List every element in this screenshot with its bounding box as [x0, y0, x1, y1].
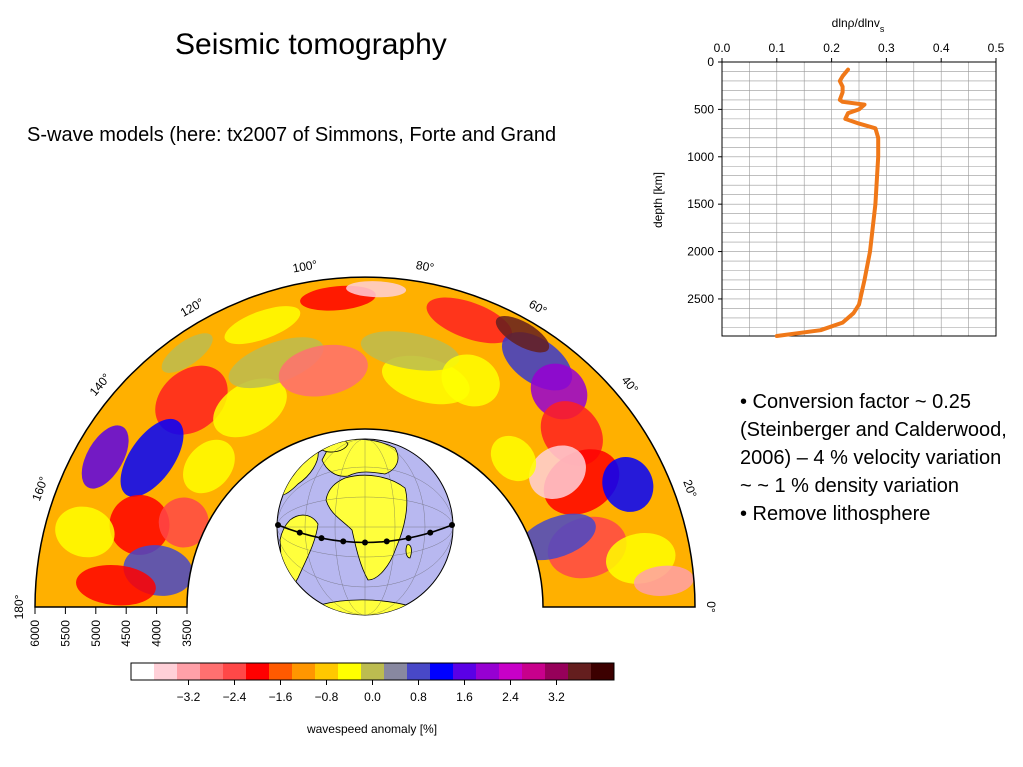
radius-label: 5500 — [58, 620, 72, 647]
chart-x-tick-label: 0.5 — [988, 41, 1005, 55]
profile-dot — [449, 522, 455, 528]
radius-label: 4000 — [150, 620, 164, 647]
chart-y-tick-label: 1500 — [687, 197, 714, 211]
chart-x-tick-label: 0.4 — [933, 41, 950, 55]
colorbar-label: wavespeed anomaly [%] — [306, 722, 437, 736]
profile-dot — [362, 539, 368, 546]
radius-labels: 6000 5500 5000 4500 4000 3500 — [28, 607, 194, 647]
colorbar-cell — [246, 663, 270, 680]
angle-label: 60° — [527, 297, 550, 318]
angle-label: 20° — [680, 478, 699, 500]
colorbar-tick-label: −3.2 — [177, 690, 201, 704]
chart-xlabel: dlnρ/dlnvs — [832, 16, 885, 34]
bullet-conversion-factor: • Conversion factor ~ 0.25 (Steinberger … — [740, 391, 1007, 497]
angle-label: 100° — [292, 257, 319, 275]
colorbar: −3.2 −2.4 −1.6 −0.8 0.0 0.8 1.6 2.4 3.2 wavespee… — [130, 662, 615, 736]
colorbar-tick-label: −2.4 — [223, 690, 247, 704]
radius-label: 5000 — [89, 620, 103, 647]
colorbar-cell — [223, 663, 247, 680]
profile-dot — [275, 522, 281, 528]
angle-label: 160° — [29, 474, 51, 502]
angle-label: 40° — [619, 373, 642, 396]
chart-x-tick-label: 0.3 — [878, 41, 895, 55]
density-ratio-line — [774, 67, 881, 338]
colorbar-cell — [407, 663, 431, 680]
profile-dot — [427, 529, 434, 536]
profile-dot — [383, 538, 390, 545]
colorbar-cell — [568, 663, 592, 680]
colorbar-cell — [545, 663, 569, 680]
colorbar-tick-label: −0.8 — [315, 690, 339, 704]
chart-y-tick-label: 2000 — [687, 245, 714, 259]
chart-y-tick-label: 2500 — [687, 292, 714, 306]
globe-graticule — [277, 439, 453, 615]
angle-label: 0° — [704, 601, 718, 613]
profile-dots — [275, 522, 455, 546]
radius-label: 6000 — [28, 620, 42, 647]
chart-x-tick-label: 0.2 — [823, 41, 840, 55]
profile-dot — [296, 529, 303, 536]
radius-label: 3500 — [180, 620, 194, 647]
profile-dot — [340, 538, 347, 545]
chart-ylabel: depth [km] — [651, 172, 665, 228]
slide-title: Seismic tomography — [175, 28, 447, 61]
colorbar-tick-label: 1.6 — [456, 690, 473, 704]
chart-x-tick-label: 0.1 — [768, 41, 785, 55]
colorbar-cell — [338, 663, 362, 680]
slide-subtitle: S-wave models (here: tx2007 of Simmons, … — [27, 124, 557, 146]
angle-label: 120° — [178, 295, 207, 320]
colorbar-cell — [430, 663, 454, 680]
colorbar-cell — [361, 663, 385, 680]
chart-y-tick-label: 500 — [694, 102, 714, 116]
colorbar-cell — [453, 663, 477, 680]
chart-y-tick-label: 0 — [707, 55, 714, 69]
colorbar-tick-label: 0.0 — [364, 690, 381, 704]
colorbar-tick-label: 2.4 — [502, 690, 519, 704]
colorbar-cell — [200, 663, 224, 680]
colorbar-cell — [522, 663, 546, 680]
colorbar-cell — [269, 663, 293, 680]
colorbar-cell — [177, 663, 201, 680]
angle-label: 80° — [415, 258, 435, 275]
profile-dot — [405, 535, 412, 542]
chart-x-tick-label: 0.0 — [714, 41, 731, 55]
bullet-list: • Conversion factor ~ 0.25 (Steinberger … — [740, 388, 1010, 528]
radius-label: 4500 — [119, 620, 133, 647]
angle-label: 140° — [87, 371, 114, 399]
colorbar-cell — [476, 663, 500, 680]
colorbar-cell — [591, 663, 615, 680]
colorbar-cell — [154, 663, 178, 680]
chart-y-tick-label: 1000 — [687, 150, 714, 164]
colorbar-cell — [131, 663, 155, 680]
colorbar-cell — [499, 663, 523, 680]
colorbar-tick-label: 0.8 — [410, 690, 427, 704]
colorbar-cell — [315, 663, 339, 680]
colorbar-tick-label: −1.6 — [269, 690, 293, 704]
profile-dot — [318, 535, 325, 542]
depth-profile-chart: 0.0 0.1 0.2 0.3 0.4 0.5 05001000150020002500 … — [651, 16, 1005, 338]
colorbar-cell — [384, 663, 408, 680]
bullet-remove-lithosphere: • Remove lithosphere — [740, 503, 931, 525]
colorbar-cell — [292, 663, 316, 680]
globe — [275, 438, 455, 616]
colorbar-tick-label: 3.2 — [548, 690, 565, 704]
angle-label: 180° — [12, 594, 26, 619]
